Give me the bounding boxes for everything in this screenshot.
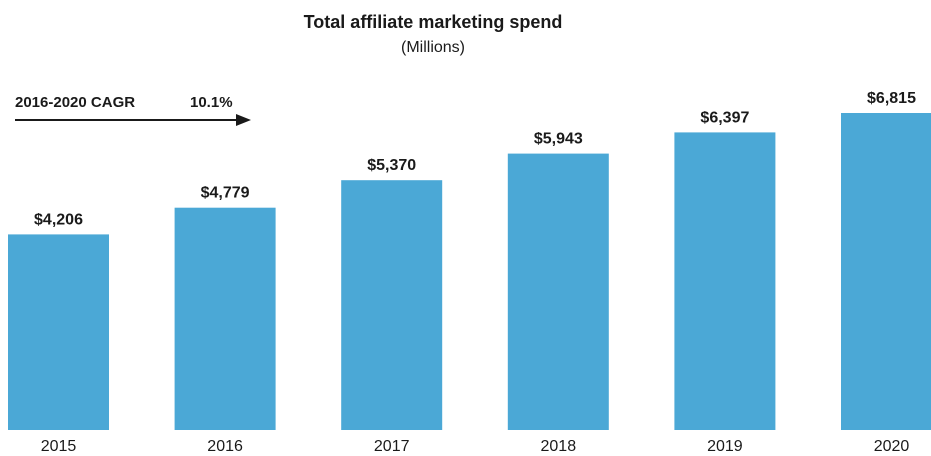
data-label-2020: $6,815 (867, 90, 916, 107)
cagr-annotation: 2016-2020 CAGR 10.1% (15, 94, 251, 126)
bar-2019 (674, 132, 776, 430)
cagr-label: 2016-2020 CAGR (15, 94, 135, 111)
data-label-2016: $4,779 (201, 185, 250, 202)
data-label-2018: $5,943 (534, 131, 583, 148)
x-tick-labels-group: 2015 2016 2017 2018 2019 2020 (41, 438, 910, 455)
x-tick-label-2017: 2017 (374, 438, 410, 455)
x-tick-label-2018: 2018 (541, 438, 577, 455)
value-labels-group: $4,206 $4,779 $5,370 $5,943 $6,397 $6,815 (34, 90, 916, 228)
x-tick-label-2016: 2016 (207, 438, 243, 455)
x-tick-label-2020: 2020 (874, 438, 910, 455)
bar-2018 (507, 153, 609, 430)
chart-title: Total affiliate marketing spend (304, 12, 563, 32)
cagr-arrow-head-icon (236, 114, 251, 126)
data-label-2017: $5,370 (367, 157, 416, 174)
bars-group (8, 113, 931, 430)
bar-2016 (174, 207, 276, 430)
x-tick-label-2019: 2019 (707, 438, 743, 455)
bar-2015 (8, 234, 109, 430)
bar-2017 (341, 180, 443, 430)
x-tick-label-2015: 2015 (41, 438, 77, 455)
chart-subtitle: (Millions) (401, 39, 465, 56)
bar-2020 (841, 113, 931, 430)
data-label-2019: $6,397 (700, 109, 749, 126)
cagr-value: 10.1% (190, 94, 233, 111)
data-label-2015: $4,206 (34, 211, 83, 228)
